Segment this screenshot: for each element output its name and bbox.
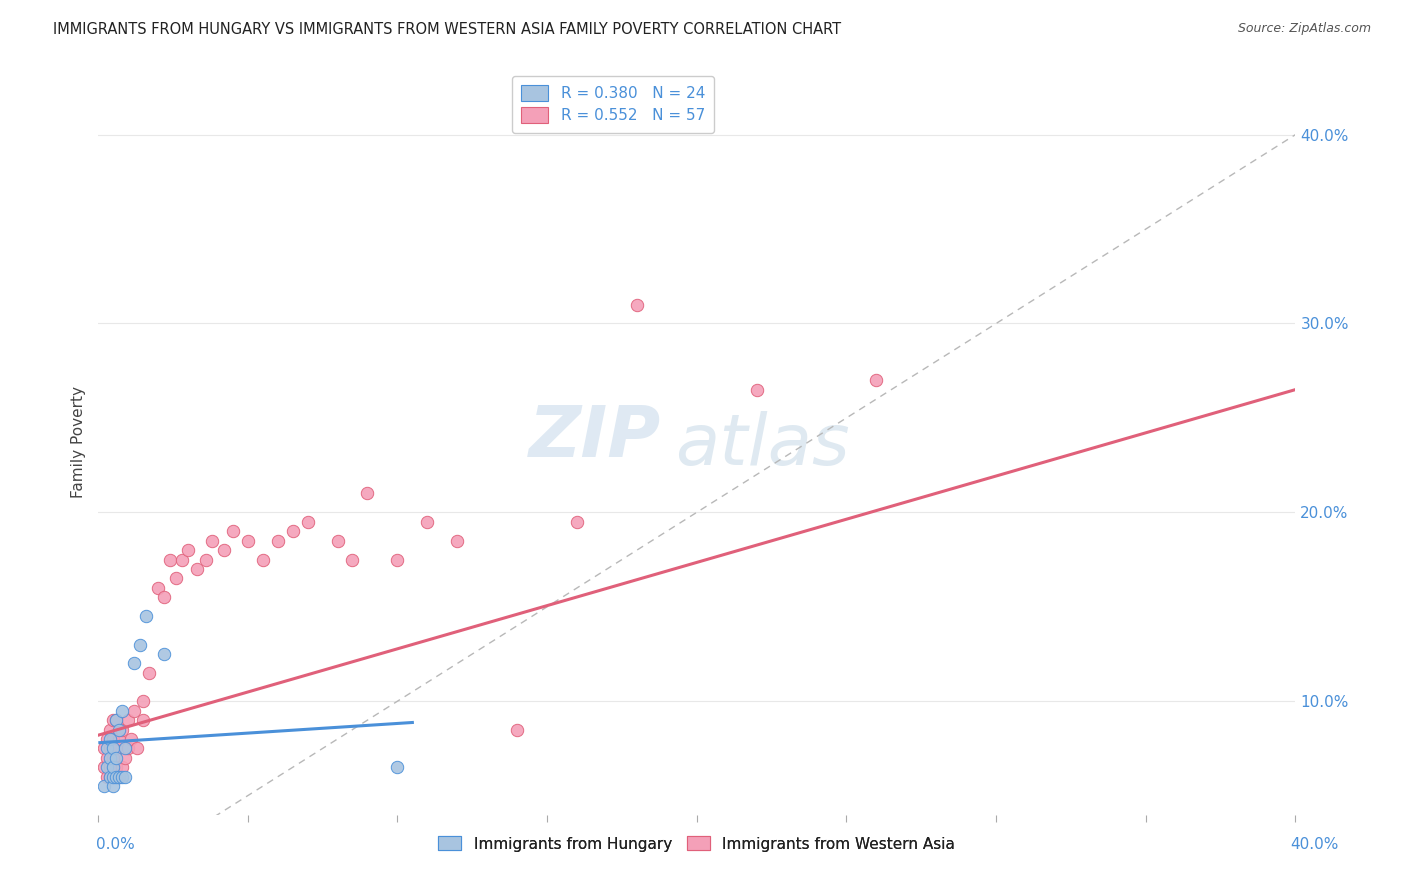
Point [98, 770, 121, 784]
Point [111, 760, 134, 774]
Point [96, 731, 118, 746]
Point [565, 515, 588, 529]
Point [387, 760, 409, 774]
Point [108, 770, 131, 784]
Point [111, 723, 134, 737]
Point [105, 713, 128, 727]
Point [93, 741, 115, 756]
Point [153, 647, 176, 661]
Point [101, 731, 124, 746]
Point [108, 723, 131, 737]
Legend: Immigrants from Hungary, Immigrants from Western Asia: Immigrants from Hungary, Immigrants from… [430, 829, 963, 859]
Point [177, 543, 200, 558]
Point [96, 751, 118, 765]
Point [122, 704, 145, 718]
Point [101, 779, 124, 793]
Point [117, 741, 139, 756]
Point [297, 515, 319, 529]
Point [114, 751, 136, 765]
Point [98, 741, 121, 756]
Point [281, 524, 304, 539]
Point [387, 552, 409, 566]
Point [98, 751, 121, 765]
Point [105, 760, 128, 774]
Point [153, 591, 176, 605]
Point [170, 552, 193, 566]
Point [101, 760, 124, 774]
Point [122, 657, 145, 671]
Point [101, 770, 124, 784]
Point [201, 533, 224, 548]
Point [356, 486, 378, 500]
Point [159, 552, 181, 566]
Point [146, 581, 169, 595]
Point [416, 515, 439, 529]
Point [105, 713, 128, 727]
Point [111, 770, 134, 784]
Point [120, 731, 142, 746]
Point [129, 638, 152, 652]
Point [506, 723, 529, 737]
Point [111, 704, 134, 718]
Point [101, 741, 124, 756]
Point [342, 552, 364, 566]
Text: 40.0%: 40.0% [1291, 838, 1339, 852]
Point [266, 533, 288, 548]
Point [108, 770, 131, 784]
Text: Source: ZipAtlas.com: Source: ZipAtlas.com [1237, 22, 1371, 36]
Point [98, 731, 121, 746]
Point [125, 741, 148, 756]
Point [865, 373, 887, 387]
Point [626, 297, 648, 311]
Point [326, 533, 349, 548]
Point [98, 760, 121, 774]
Point [101, 751, 124, 765]
Point [165, 572, 187, 586]
Point [186, 562, 208, 576]
Text: 0.0%: 0.0% [96, 838, 135, 852]
Point [745, 383, 768, 397]
Point [108, 731, 131, 746]
Point [98, 770, 121, 784]
Point [96, 760, 118, 774]
Point [101, 760, 124, 774]
Point [222, 524, 245, 539]
Point [93, 779, 115, 793]
Point [236, 533, 259, 548]
Point [98, 723, 121, 737]
Point [114, 770, 136, 784]
Point [132, 694, 155, 708]
Point [135, 609, 157, 624]
Point [105, 751, 128, 765]
Point [101, 770, 124, 784]
Y-axis label: Family Poverty: Family Poverty [72, 385, 86, 498]
Point [446, 533, 468, 548]
Point [117, 713, 139, 727]
Point [96, 741, 118, 756]
Point [105, 741, 128, 756]
Point [105, 770, 128, 784]
Point [194, 552, 217, 566]
Point [212, 543, 235, 558]
Point [114, 741, 136, 756]
Point [101, 713, 124, 727]
Point [252, 552, 274, 566]
Point [93, 760, 115, 774]
Point [132, 713, 155, 727]
Point [96, 770, 118, 784]
Text: atlas: atlas [675, 411, 849, 480]
Point [138, 665, 160, 680]
Text: ZIP: ZIP [529, 403, 661, 472]
Text: IMMIGRANTS FROM HUNGARY VS IMMIGRANTS FROM WESTERN ASIA FAMILY POVERTY CORRELATI: IMMIGRANTS FROM HUNGARY VS IMMIGRANTS FR… [53, 22, 842, 37]
